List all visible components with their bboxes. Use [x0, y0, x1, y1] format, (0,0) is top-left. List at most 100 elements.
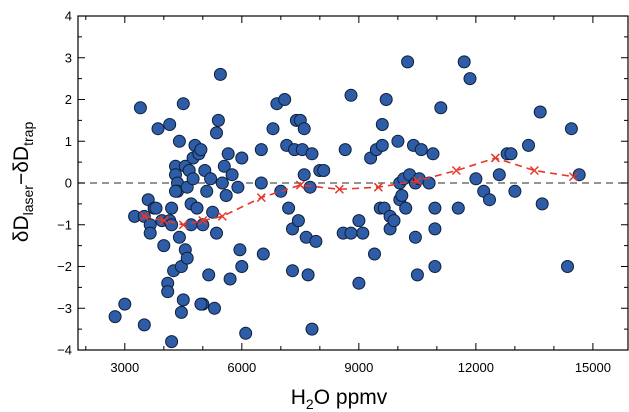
trend-marker — [139, 211, 149, 221]
trend-marker — [568, 172, 578, 182]
trend-marker — [256, 193, 266, 203]
trend-marker — [295, 180, 305, 190]
x-tick-label: 12000 — [458, 360, 494, 375]
data-point — [483, 193, 496, 207]
data-point — [217, 159, 231, 173]
data-point — [254, 143, 268, 157]
data-point — [108, 310, 122, 324]
data-point — [317, 164, 331, 177]
trend-marker — [334, 184, 344, 194]
data-point — [172, 134, 186, 148]
trend-marker — [159, 216, 169, 226]
data-point — [186, 172, 200, 186]
trend-marker — [178, 220, 188, 230]
data-point — [219, 189, 233, 202]
data-point — [572, 168, 586, 182]
data-point — [428, 260, 442, 273]
trend-marker — [198, 216, 208, 226]
data-point — [231, 180, 245, 194]
data-point — [428, 201, 442, 215]
data-point — [157, 239, 171, 253]
data-point — [221, 147, 235, 161]
data-point — [165, 335, 179, 349]
data-point — [533, 105, 547, 119]
data-point — [233, 243, 247, 257]
data-point — [254, 176, 268, 190]
data-point — [225, 168, 239, 182]
data-point — [352, 276, 366, 290]
data-point — [451, 201, 465, 215]
data-point — [375, 118, 389, 131]
plot-frame — [77, 15, 629, 351]
data-point — [426, 147, 440, 161]
data-point — [190, 201, 204, 215]
y-tick-label: 0 — [65, 176, 72, 191]
data-point — [210, 126, 223, 140]
data-point — [399, 201, 413, 215]
data-point — [401, 55, 415, 69]
data-point — [522, 138, 535, 152]
data-point — [457, 55, 471, 69]
trend-line-layer — [139, 153, 578, 230]
data-point — [297, 168, 311, 182]
data-point — [200, 184, 214, 198]
data-point — [274, 184, 288, 198]
plot-frame-layer — [77, 15, 629, 351]
data-point — [305, 322, 319, 336]
data-point — [211, 113, 225, 127]
data-point — [194, 143, 208, 157]
data-point — [256, 247, 270, 261]
data-point — [344, 226, 358, 240]
data-point — [235, 151, 249, 165]
data-point — [297, 122, 311, 136]
data-point — [266, 122, 280, 136]
data-point — [196, 218, 210, 232]
data-point — [395, 189, 409, 202]
data-point — [309, 234, 323, 248]
data-point — [564, 122, 578, 136]
data-point — [344, 88, 358, 102]
y-tick-label: 3 — [65, 50, 72, 65]
ticks-layer: 3000 6000 9000 12000 15000 −4 −3 −2 −1 0 1 2 3 4 — [57, 9, 628, 375]
data-point — [169, 184, 182, 198]
data-point — [133, 101, 147, 115]
data-point — [278, 93, 292, 106]
trend-marker — [373, 182, 383, 192]
data-point — [391, 134, 405, 148]
data-point — [202, 268, 216, 282]
data-point — [239, 326, 253, 340]
data-point — [118, 297, 132, 311]
y-tick-label: 4 — [65, 9, 72, 24]
data-point — [210, 226, 223, 240]
trend-marker — [412, 176, 422, 186]
data-point — [428, 222, 442, 236]
data-point — [535, 197, 549, 211]
data-point — [213, 67, 227, 81]
data-point — [174, 305, 188, 319]
data-point — [504, 147, 518, 161]
data-point — [375, 138, 389, 152]
y-tick-label: 1 — [65, 134, 72, 149]
data-point — [408, 230, 422, 244]
data-point — [356, 226, 370, 240]
data-point — [387, 214, 401, 228]
x-tick-label: 9000 — [344, 360, 373, 375]
data-point — [508, 184, 522, 198]
data-point — [286, 264, 299, 278]
data-point — [414, 143, 428, 157]
trend-marker — [490, 153, 500, 163]
y-tick-label: −3 — [57, 301, 72, 316]
trend-line — [144, 157, 574, 226]
data-point — [208, 301, 221, 315]
data-point — [172, 230, 186, 244]
y-tick-label: 2 — [65, 92, 72, 107]
data-point — [161, 285, 175, 299]
y-tick-label: −1 — [57, 217, 72, 232]
data-point — [204, 172, 218, 186]
data-point — [352, 214, 366, 228]
data-point — [291, 214, 305, 228]
data-point — [368, 247, 381, 261]
data-point — [561, 260, 574, 273]
